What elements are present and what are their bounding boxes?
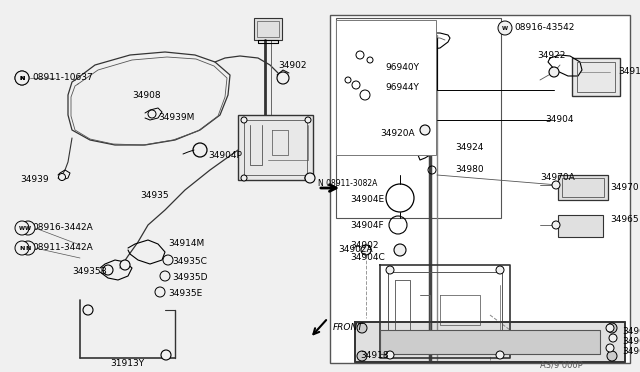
- Text: 34902A: 34902A: [338, 246, 372, 254]
- Text: 34935B: 34935B: [72, 267, 107, 276]
- Text: 96944Y: 96944Y: [385, 83, 419, 93]
- Circle shape: [386, 266, 394, 274]
- Circle shape: [496, 266, 504, 274]
- Circle shape: [552, 221, 560, 229]
- Bar: [558, 175, 608, 200]
- Bar: [238, 115, 313, 180]
- Text: 34970A: 34970A: [540, 173, 575, 183]
- Text: N 08911-3082A: N 08911-3082A: [318, 179, 378, 187]
- Circle shape: [83, 305, 93, 315]
- Text: 34935D: 34935D: [172, 273, 207, 282]
- Text: 08911-3442A: 08911-3442A: [32, 244, 93, 253]
- Text: FRONT: FRONT: [333, 324, 364, 333]
- Bar: [380, 330, 600, 354]
- Circle shape: [241, 175, 247, 181]
- Text: 34914M: 34914M: [168, 240, 204, 248]
- Text: 08916-43542: 08916-43542: [514, 23, 574, 32]
- Circle shape: [15, 71, 29, 85]
- Circle shape: [58, 173, 65, 180]
- Text: W: W: [25, 225, 31, 231]
- Text: 08916-3442A: 08916-3442A: [32, 224, 93, 232]
- Text: A3/9 000P: A3/9 000P: [540, 360, 583, 369]
- Text: 34935E: 34935E: [168, 289, 202, 298]
- Circle shape: [496, 351, 504, 359]
- Text: 34935C: 34935C: [172, 257, 207, 266]
- Circle shape: [148, 110, 156, 118]
- Circle shape: [357, 323, 367, 333]
- Text: 34904E: 34904E: [350, 196, 384, 205]
- Text: 34935: 34935: [140, 190, 168, 199]
- Circle shape: [305, 175, 311, 181]
- Circle shape: [361, 245, 371, 255]
- Circle shape: [498, 21, 512, 35]
- Circle shape: [155, 287, 165, 297]
- Text: 34939M: 34939M: [158, 113, 195, 122]
- Circle shape: [357, 351, 367, 361]
- Bar: [558, 215, 603, 237]
- Circle shape: [161, 350, 171, 360]
- Text: 34939: 34939: [20, 176, 49, 185]
- Circle shape: [394, 244, 406, 256]
- Circle shape: [277, 72, 289, 84]
- Bar: [257, 21, 279, 37]
- Circle shape: [606, 324, 614, 332]
- Text: W: W: [502, 26, 508, 31]
- Text: N: N: [19, 76, 25, 80]
- Text: 34970: 34970: [610, 183, 639, 192]
- Circle shape: [607, 351, 617, 361]
- Text: 34902: 34902: [278, 61, 307, 70]
- Text: W: W: [19, 225, 25, 231]
- Text: 08911-10637: 08911-10637: [32, 74, 93, 83]
- Circle shape: [607, 323, 617, 333]
- Text: 34965: 34965: [610, 215, 639, 224]
- Circle shape: [15, 71, 29, 85]
- Text: 34980: 34980: [455, 166, 484, 174]
- Text: 34904C: 34904C: [350, 253, 385, 263]
- Text: 34904: 34904: [545, 115, 573, 125]
- Bar: [562, 178, 604, 197]
- Text: 34922: 34922: [537, 51, 565, 60]
- Text: 31913Y: 31913Y: [110, 359, 144, 368]
- Bar: [572, 58, 620, 96]
- Text: 34908: 34908: [132, 90, 161, 99]
- Circle shape: [609, 334, 617, 342]
- Bar: [336, 20, 436, 155]
- Circle shape: [103, 265, 113, 275]
- Bar: [254, 18, 282, 40]
- Circle shape: [21, 241, 35, 255]
- Circle shape: [606, 344, 614, 352]
- Circle shape: [305, 117, 311, 123]
- Circle shape: [549, 67, 559, 77]
- Text: 34920A: 34920A: [380, 128, 415, 138]
- Text: 34910: 34910: [618, 67, 640, 77]
- Text: N: N: [26, 246, 31, 250]
- Circle shape: [241, 117, 247, 123]
- Circle shape: [552, 181, 560, 189]
- Text: 34904D: 34904D: [622, 327, 640, 337]
- Text: N: N: [19, 76, 25, 80]
- Text: 34904C: 34904C: [622, 337, 640, 346]
- Bar: [336, 18, 501, 218]
- Bar: [577, 62, 615, 92]
- Circle shape: [160, 271, 170, 281]
- Circle shape: [15, 241, 29, 255]
- Circle shape: [15, 221, 29, 235]
- Circle shape: [305, 173, 315, 183]
- Circle shape: [163, 255, 173, 265]
- Text: 34902: 34902: [350, 241, 378, 250]
- Circle shape: [386, 351, 394, 359]
- Circle shape: [21, 221, 35, 235]
- Text: 34918: 34918: [360, 350, 388, 359]
- Bar: [244, 120, 307, 175]
- Text: 34904P: 34904P: [208, 151, 242, 160]
- Circle shape: [120, 260, 130, 270]
- Bar: [355, 322, 625, 362]
- Text: N: N: [19, 246, 25, 250]
- Text: 34904F: 34904F: [350, 221, 383, 230]
- Text: 34904G: 34904G: [622, 347, 640, 356]
- Circle shape: [420, 125, 430, 135]
- Text: 96940Y: 96940Y: [385, 64, 419, 73]
- Bar: [330, 15, 630, 363]
- Text: 34924: 34924: [455, 144, 483, 153]
